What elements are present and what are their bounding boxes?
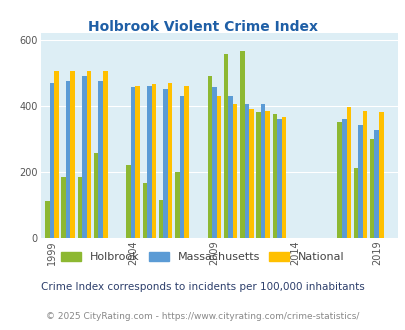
- Bar: [103, 71, 107, 238]
- Text: © 2025 CityRating.com - https://www.cityrating.com/crime-statistics/: © 2025 CityRating.com - https://www.city…: [46, 312, 359, 321]
- Bar: [239, 51, 244, 238]
- Bar: [223, 54, 228, 238]
- Legend: Holbrook, Massachusetts, National: Holbrook, Massachusetts, National: [59, 250, 346, 265]
- Bar: [126, 165, 130, 238]
- Bar: [82, 76, 87, 238]
- Bar: [369, 139, 373, 238]
- Bar: [66, 81, 70, 238]
- Bar: [87, 71, 91, 238]
- Bar: [341, 119, 346, 238]
- Bar: [281, 117, 286, 238]
- Bar: [151, 84, 156, 238]
- Bar: [272, 114, 276, 238]
- Bar: [45, 201, 49, 238]
- Bar: [54, 71, 59, 238]
- Bar: [362, 111, 367, 238]
- Bar: [211, 87, 216, 238]
- Bar: [158, 200, 163, 238]
- Bar: [346, 107, 350, 238]
- Bar: [353, 168, 357, 238]
- Bar: [135, 86, 140, 238]
- Text: Crime Index corresponds to incidents per 100,000 inhabitants: Crime Index corresponds to incidents per…: [41, 282, 364, 292]
- Bar: [49, 82, 54, 238]
- Bar: [77, 177, 82, 238]
- Bar: [70, 71, 75, 238]
- Bar: [378, 112, 383, 238]
- Bar: [184, 86, 188, 238]
- Bar: [168, 82, 172, 238]
- Bar: [98, 81, 103, 238]
- Bar: [249, 109, 253, 238]
- Text: Holbrook Violent Crime Index: Holbrook Violent Crime Index: [88, 20, 317, 34]
- Bar: [265, 111, 269, 238]
- Bar: [244, 104, 249, 238]
- Bar: [130, 87, 135, 238]
- Bar: [337, 122, 341, 238]
- Bar: [94, 153, 98, 238]
- Bar: [179, 96, 184, 238]
- Bar: [147, 86, 151, 238]
- Bar: [207, 76, 211, 238]
- Bar: [175, 172, 179, 238]
- Bar: [163, 89, 168, 238]
- Bar: [260, 104, 265, 238]
- Bar: [142, 183, 147, 238]
- Bar: [256, 112, 260, 238]
- Bar: [216, 96, 221, 238]
- Bar: [228, 96, 232, 238]
- Bar: [232, 104, 237, 238]
- Bar: [357, 125, 362, 238]
- Bar: [61, 177, 66, 238]
- Bar: [373, 130, 378, 238]
- Bar: [276, 119, 281, 238]
